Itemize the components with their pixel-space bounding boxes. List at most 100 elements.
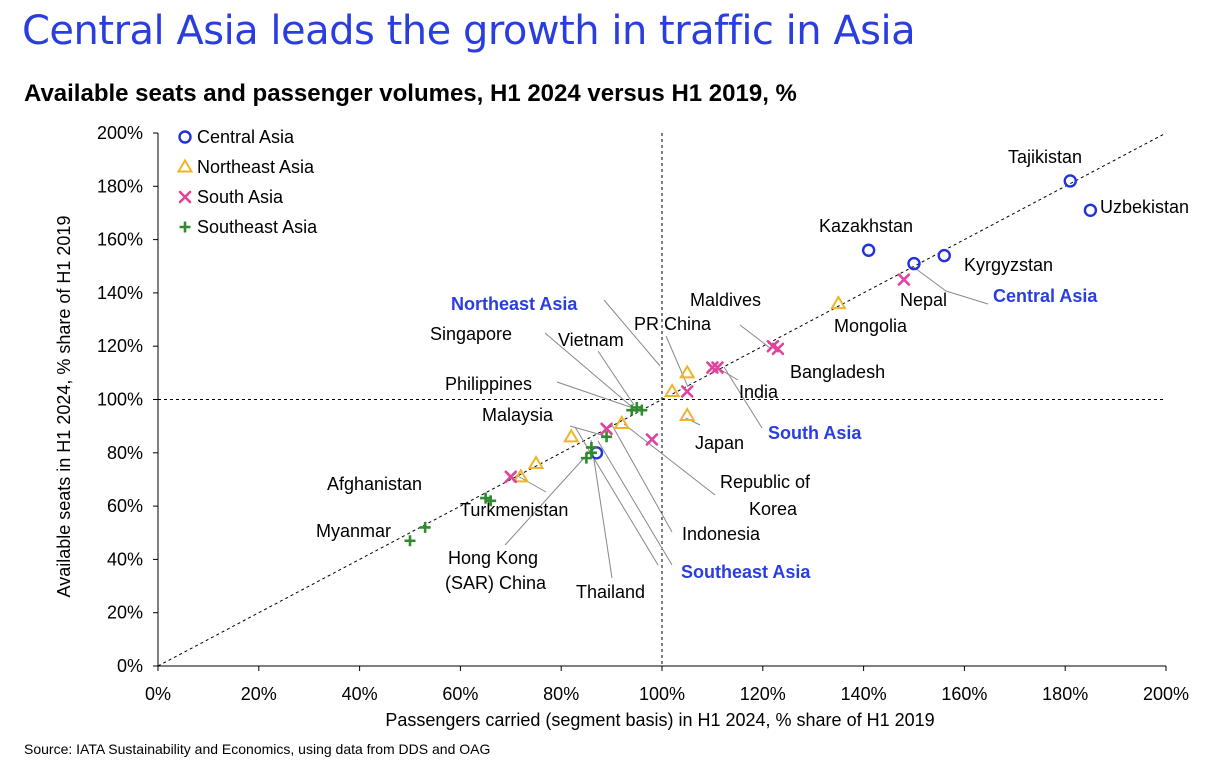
south-asia-point — [600, 422, 613, 436]
south-asia-leader — [723, 366, 763, 429]
legend-northeast-asia-label: Northeast Asia — [197, 157, 315, 177]
region-label: Northeast Asia — [451, 294, 578, 314]
south-asia-point — [706, 361, 719, 374]
philippines-leader — [556, 381, 631, 408]
country-label: Myanmar — [316, 521, 391, 541]
x-tick-label: 160% — [941, 684, 987, 704]
turkmenistan-leader — [515, 474, 547, 493]
country-label: Hong Kong — [448, 548, 538, 568]
country-label: Afghanistan — [327, 474, 422, 494]
country-label: Republic of — [720, 472, 811, 492]
x-tick-label: 180% — [1042, 684, 1088, 704]
country-label: Tajikistan — [1008, 147, 1082, 167]
southeast-asia-point — [580, 452, 592, 464]
x-tick-label: 100% — [639, 684, 685, 704]
region-label: Southeast Asia — [681, 562, 811, 582]
country-label: Kyrgyzstan — [964, 255, 1053, 275]
legend-central-asia-label: Central Asia — [197, 127, 295, 147]
central-asia-point — [937, 248, 951, 263]
northeast-asia-point — [512, 468, 530, 483]
southeast-asia-point — [404, 535, 416, 547]
south-asia-point — [680, 385, 694, 398]
central-asia-leader — [911, 265, 947, 292]
x-tick-label: 140% — [841, 684, 887, 704]
x-tick-label: 0% — [145, 684, 171, 704]
chart-subtitle: Available seats and passenger volumes, H… — [24, 80, 797, 107]
x-tick-label: 40% — [342, 684, 378, 704]
legend-southeast-asia-label: Southeast Asia — [197, 217, 318, 237]
y-tick-label: 140% — [97, 283, 143, 303]
country-label: Korea — [749, 499, 798, 519]
central-asia-point — [1083, 203, 1098, 217]
south-asia-point — [504, 470, 518, 484]
country-label: PR China — [634, 314, 712, 334]
country-label: Bangladesh — [790, 362, 885, 382]
region-label: Central Asia — [993, 286, 1098, 306]
central-asia-point — [861, 243, 876, 257]
x-tick-label: 120% — [740, 684, 786, 704]
country-label: Kazakhstan — [819, 216, 913, 236]
central-asia-point — [1063, 174, 1077, 188]
y-tick-label: 20% — [107, 603, 143, 623]
northeast-asia-point — [563, 428, 580, 443]
x-tick-label: 20% — [241, 684, 277, 704]
northeast-asia-point — [613, 415, 630, 430]
southeast-asia-point — [601, 431, 613, 443]
y-tick-label: 80% — [107, 443, 143, 463]
southeast-asia-point — [419, 521, 431, 533]
country-label: Japan — [695, 433, 744, 453]
hong-kong-leader — [504, 456, 586, 546]
source-note: Source: IATA Sustainability and Economic… — [24, 741, 491, 757]
country-label: Indonesia — [682, 524, 761, 544]
southeast-asia-point — [585, 447, 597, 459]
y-tick-label: 40% — [107, 549, 143, 569]
southeast-asia-point — [636, 404, 648, 416]
x-axis-title: Passengers carried (segment basis) in H1… — [385, 710, 934, 730]
country-label: Vietnam — [558, 330, 624, 350]
southeast-asia-leader — [597, 440, 673, 566]
legend-northeast-asia-marker — [176, 158, 194, 173]
y-axis-title: Available seats in H1 2024, % share of H… — [54, 216, 74, 598]
indonesia-leader — [611, 424, 673, 533]
y-tick-label: 100% — [97, 390, 143, 410]
south-asia-point — [771, 342, 785, 356]
x-tick-label: 200% — [1143, 684, 1189, 704]
country-label: (SAR) China — [445, 573, 547, 593]
central-asia-leader — [945, 290, 989, 305]
region-label: South Asia — [768, 423, 862, 443]
y-tick-label: 0% — [117, 656, 143, 676]
northeast-asia-point — [830, 295, 847, 310]
south-asia-point — [645, 433, 659, 446]
country-label: Philippines — [445, 374, 532, 394]
legend-south-asia-label: South Asia — [197, 187, 284, 207]
southeast-asia-point — [626, 404, 638, 416]
country-label: India — [739, 382, 779, 402]
legend-southeast-asia-marker — [179, 221, 191, 233]
legend-central-asia-marker — [178, 130, 192, 144]
northeast-asia-point — [678, 364, 696, 379]
northeast-asia-leader — [603, 299, 661, 367]
country-label: Mongolia — [834, 316, 908, 336]
singapore-leader — [544, 332, 633, 408]
northeast-asia-point — [678, 407, 696, 422]
country-label: Singapore — [430, 324, 512, 344]
southeast-asia-point — [485, 495, 497, 507]
y-tick-label: 200% — [97, 123, 143, 143]
page-title: Central Asia leads the growth in traffic… — [22, 8, 916, 54]
y-tick-label: 120% — [97, 336, 143, 356]
country-label: Malaysia — [482, 405, 554, 425]
y-tick-label: 160% — [97, 230, 143, 250]
y-tick-label: 180% — [97, 176, 143, 196]
vietnam-leader — [597, 350, 635, 406]
country-label: Thailand — [576, 582, 645, 602]
country-label: Maldives — [690, 290, 761, 310]
country-label: Nepal — [900, 290, 947, 310]
northeast-asia-point — [663, 383, 681, 398]
maldives-leader — [739, 324, 771, 349]
pr-china-leader — [665, 335, 689, 388]
korea-leader — [623, 423, 716, 496]
thailand-leader — [590, 439, 613, 579]
central-asia-point — [907, 256, 921, 271]
northeast-asia-point — [527, 454, 545, 470]
